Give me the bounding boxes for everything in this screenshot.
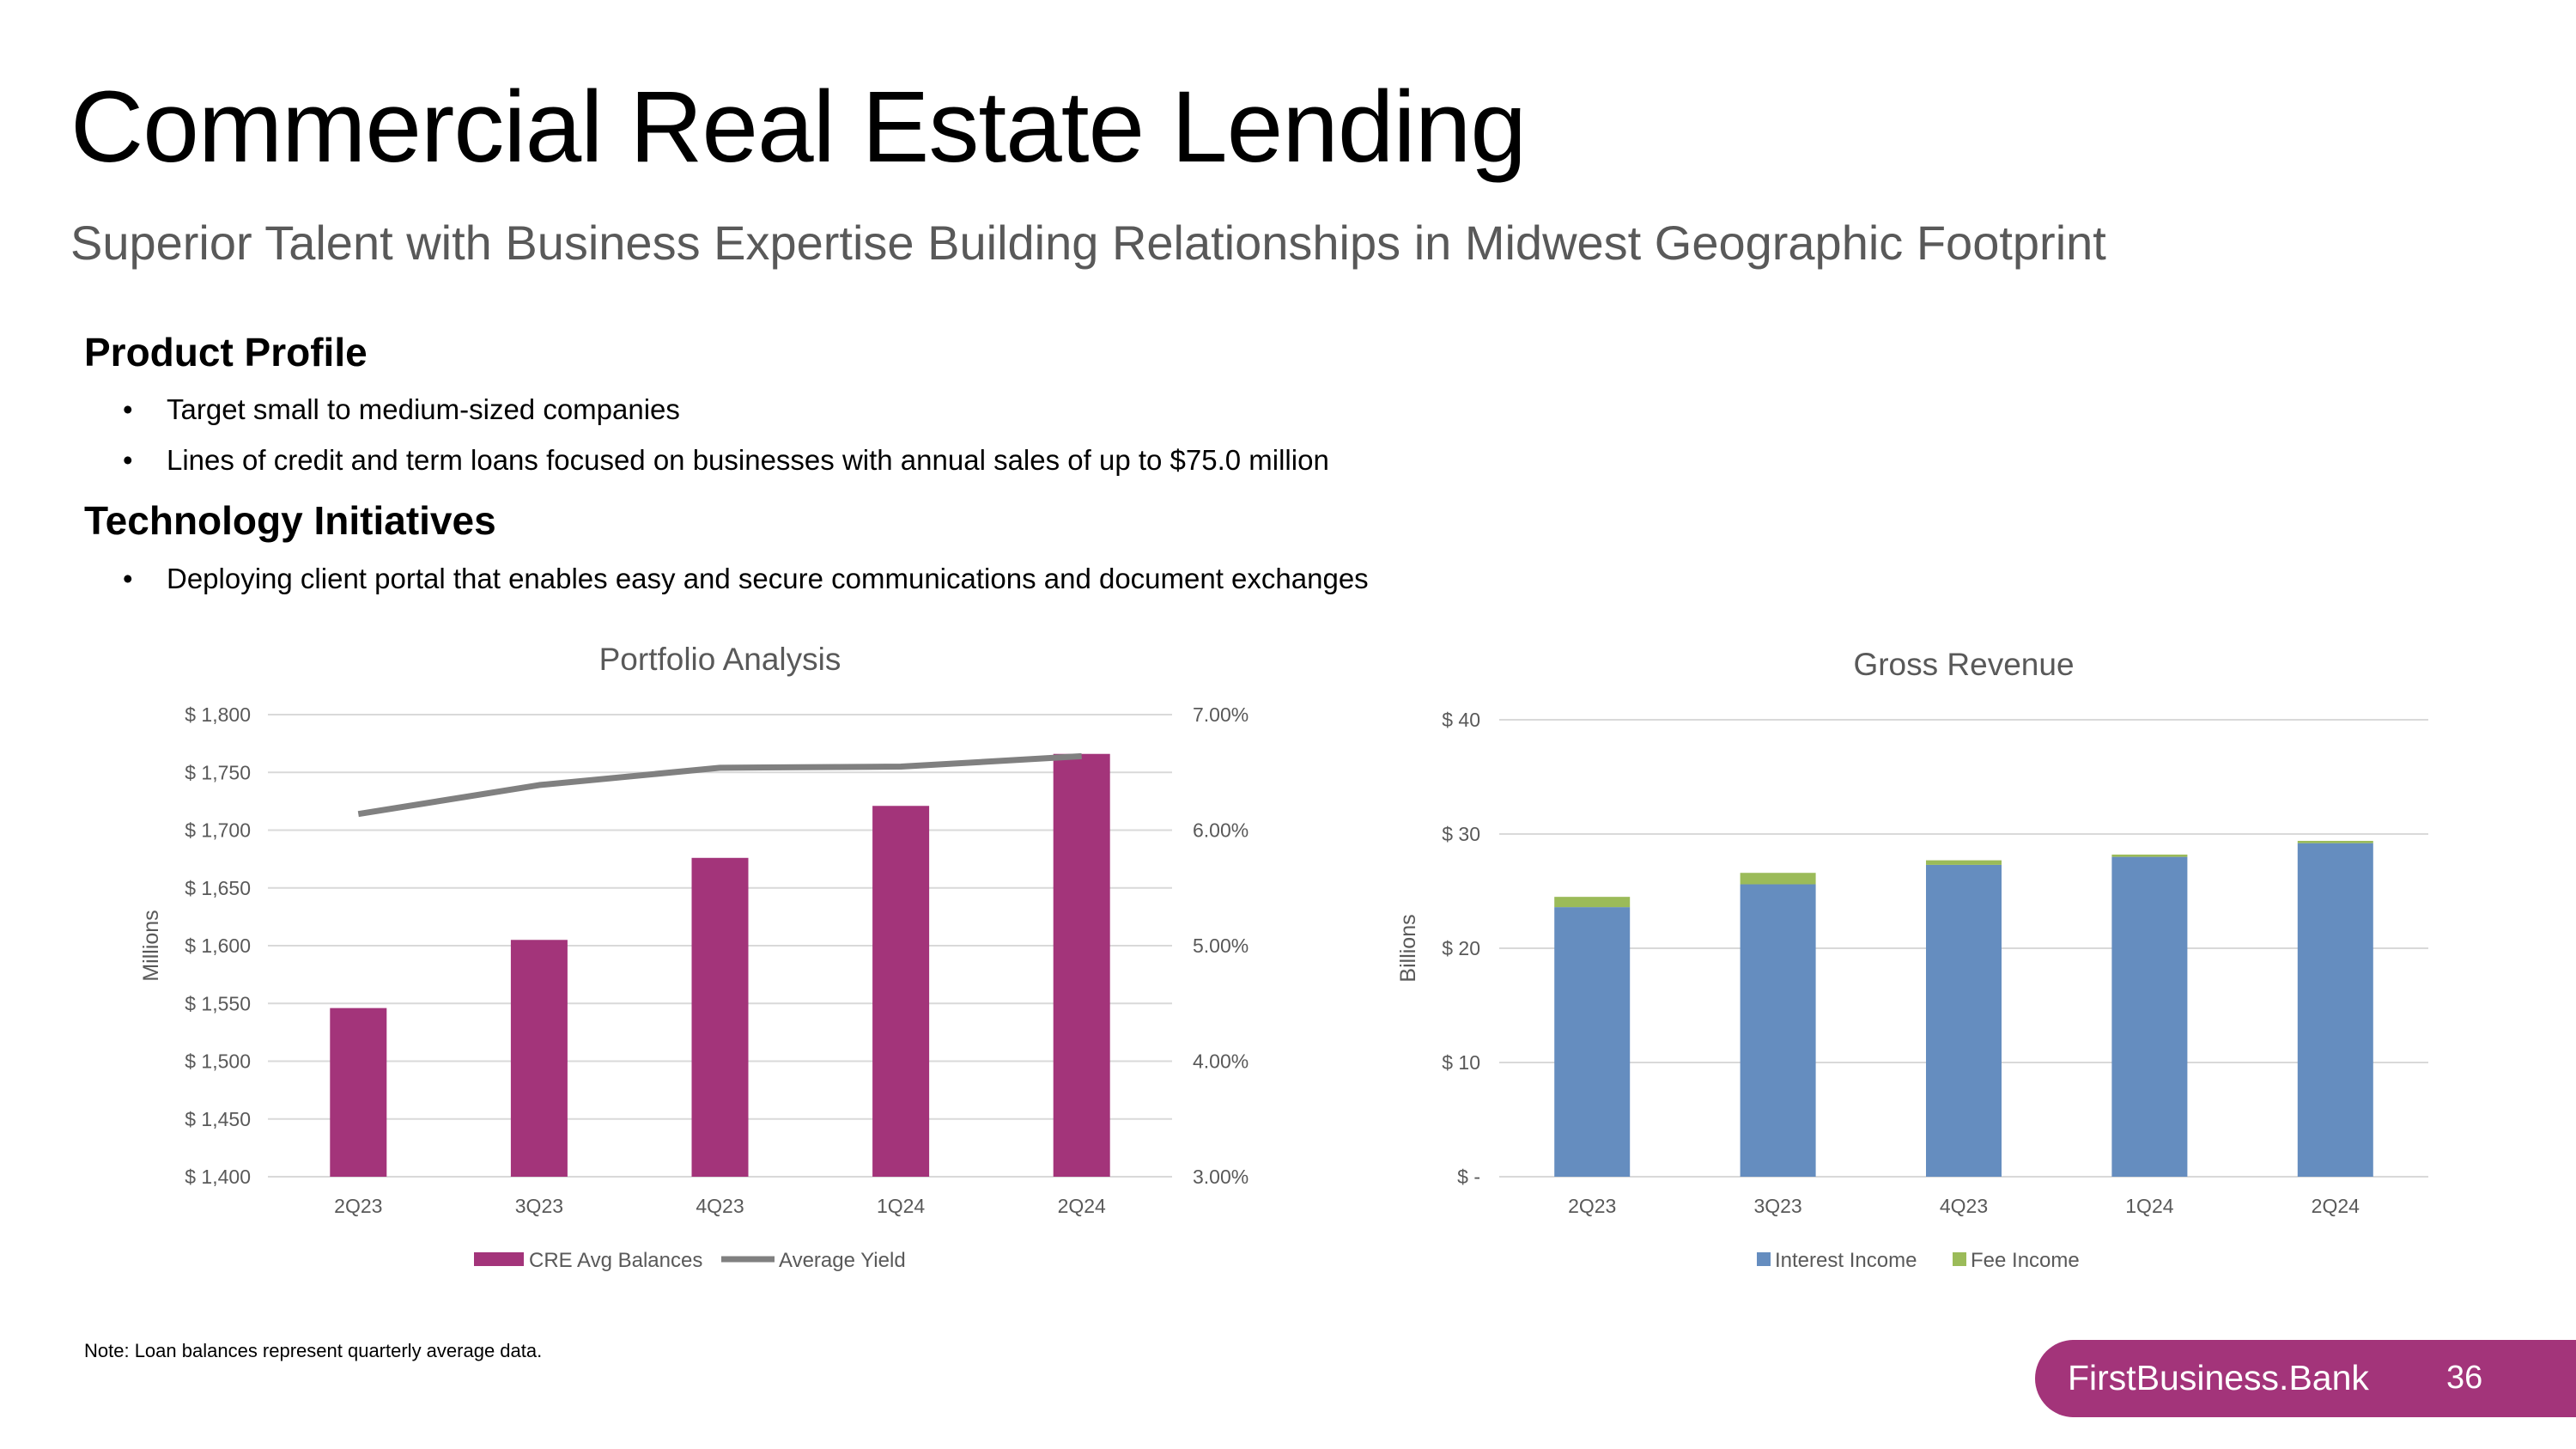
bar-fee-income xyxy=(2111,854,2188,857)
page-number: 36 xyxy=(2446,1360,2483,1396)
y2-tick-label: 5.00% xyxy=(1193,935,1249,957)
section-heading-product-profile: Product Profile xyxy=(84,330,368,374)
legend-label: CRE Avg Balances xyxy=(529,1249,702,1272)
x-tick-label: 1Q24 xyxy=(2125,1195,2173,1217)
y-tick-label: $ 1,750 xyxy=(185,761,251,783)
bullet-item: Lines of credit and term loans focused o… xyxy=(123,441,1329,480)
y2-tick-label: 7.00% xyxy=(1193,703,1249,726)
x-tick-label: 3Q23 xyxy=(515,1195,563,1217)
footer-brand-logo[interactable]: FirstBusiness.Bank xyxy=(2068,1358,2369,1397)
y2-tick-label: 6.00% xyxy=(1193,819,1249,842)
bar-fee-income xyxy=(2297,840,2373,843)
y-tick-label: $ 1,550 xyxy=(185,992,251,1014)
x-tick-label: 2Q23 xyxy=(334,1195,382,1217)
y-tick-label: $ 1,650 xyxy=(185,877,251,899)
x-tick-label: 2Q24 xyxy=(2312,1195,2360,1217)
y-tick-label: $ 1,700 xyxy=(185,819,251,842)
x-tick-label: 1Q24 xyxy=(877,1195,925,1217)
y-axis-label: Millions xyxy=(139,910,163,981)
section-heading-technology-initiatives: Technology Initiatives xyxy=(84,498,496,543)
legend-label: Average Yield xyxy=(779,1249,906,1272)
x-tick-label: 2Q23 xyxy=(1568,1195,1616,1217)
x-tick-label: 4Q23 xyxy=(1940,1195,1988,1217)
y2-tick-label: 4.00% xyxy=(1193,1050,1249,1073)
bullet-text: Target small to medium-sized companies xyxy=(167,393,680,425)
bullet-text: Lines of credit and term loans focused o… xyxy=(167,444,1329,476)
y-tick-label: $ 1,450 xyxy=(185,1108,251,1130)
bar-interest-income xyxy=(2111,856,2188,1177)
y2-tick-label: 3.00% xyxy=(1193,1166,1249,1188)
y-tick-label: $ 20 xyxy=(1442,937,1480,959)
y-tick-label: $ - xyxy=(1457,1166,1480,1188)
x-tick-label: 4Q23 xyxy=(696,1195,744,1217)
legend-swatch-fee-income xyxy=(1953,1252,1966,1266)
footnote: Note: Loan balances represent quarterly … xyxy=(84,1340,543,1361)
bar-fee-income xyxy=(1554,897,1631,908)
page-title: Commercial Real Estate Lending xyxy=(70,70,1527,184)
legend-label: Fee Income xyxy=(1971,1249,2080,1272)
y-tick-label: $ 1,800 xyxy=(185,703,251,726)
bar-interest-income xyxy=(1740,884,1816,1177)
y-tick-label: $ 1,600 xyxy=(185,935,251,957)
bar-cre-avg-balances xyxy=(1053,753,1110,1177)
bar-interest-income xyxy=(2297,843,2373,1177)
gross-revenue-chart: Gross Revenue $ - $ 10 $ 20 $ 30 $ 40 Billions… xyxy=(1396,647,2428,1272)
bar-cre-avg-balances xyxy=(691,857,749,1177)
chart-title: Portfolio Analysis xyxy=(599,642,841,677)
chart-title: Gross Revenue xyxy=(1853,647,2074,682)
x-tick-label: 2Q24 xyxy=(1058,1195,1106,1217)
bullet-text: Deploying client portal that enables eas… xyxy=(167,563,1369,594)
y-tick-label: $ 30 xyxy=(1442,823,1480,845)
bar-cre-avg-balances xyxy=(510,940,568,1177)
y-axis-label: Billions xyxy=(1396,914,1420,982)
page-subtitle: Superior Talent with Business Expertise … xyxy=(70,216,2106,270)
bar-fee-income xyxy=(1926,860,2002,865)
y-tick-label: $ 1,400 xyxy=(185,1166,251,1188)
y-tick-label: $ 1,500 xyxy=(185,1050,251,1073)
y-tick-label: $ 40 xyxy=(1442,709,1480,731)
y-tick-label: $ 10 xyxy=(1442,1051,1480,1074)
legend-swatch-interest-income xyxy=(1757,1252,1771,1266)
legend-swatch-cre-avg-balances xyxy=(474,1252,524,1266)
bar-cre-avg-balances xyxy=(330,1008,387,1177)
bar-interest-income xyxy=(1554,907,1631,1177)
footer-bar xyxy=(2035,1340,2576,1417)
legend-label: Interest Income xyxy=(1775,1249,1917,1272)
bar-fee-income xyxy=(1740,873,1816,885)
portfolio-analysis-chart: Portfolio Analysis $ 1,400 $ 1,450 $ 1,500 $… xyxy=(139,642,1249,1272)
bullet-item: Target small to medium-sized companies xyxy=(123,390,680,429)
line-average-yield xyxy=(357,752,1082,818)
x-tick-label: 3Q23 xyxy=(1753,1195,1801,1217)
bullet-item: Deploying client portal that enables eas… xyxy=(123,559,1369,599)
bar-interest-income xyxy=(1926,864,2002,1177)
bar-cre-avg-balances xyxy=(872,806,930,1177)
